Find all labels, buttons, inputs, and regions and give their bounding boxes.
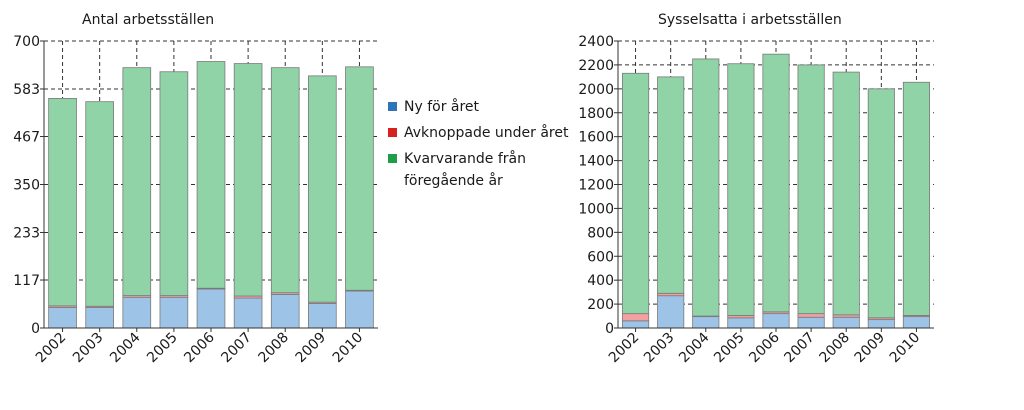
- y-tick-label: 233: [13, 225, 40, 241]
- bar-kvarvarande-2008: [832, 71, 860, 316]
- bar-ny-2010: [902, 316, 931, 329]
- x-tick-label: 2003: [70, 330, 107, 367]
- bar-ny-2007: [233, 297, 263, 329]
- legend-label: Avknoppade under året: [404, 125, 569, 141]
- x-tick-label: 2010: [330, 330, 367, 367]
- bar-kvarvarande-2005: [159, 71, 189, 297]
- x-tick-label: 2005: [144, 330, 181, 367]
- bar-kvarvarande-2006: [196, 61, 226, 289]
- y-tick-label: 350: [13, 178, 40, 194]
- y-tick-label: 1000: [578, 201, 614, 217]
- bar-ny-2008: [270, 293, 300, 329]
- x-tick-label: 2003: [641, 330, 678, 367]
- bar-kvarvarande-2006: [762, 53, 790, 313]
- x-tick-label: 2006: [746, 329, 783, 366]
- bar-kvarvarande-2008: [270, 67, 300, 294]
- bar-avknoppade-2002: [621, 313, 650, 322]
- x-tick-label: 2009: [293, 330, 330, 367]
- bar-ny-2005: [727, 317, 755, 329]
- y-tick-label: 2200: [578, 58, 614, 74]
- y-tick-label: 1400: [578, 154, 614, 170]
- legend-item-avknoppade: Avknoppade under året: [386, 122, 568, 144]
- y-tick-label: 700: [13, 34, 40, 50]
- bar-kvarvarande-2002: [621, 72, 650, 315]
- legend-item-ny: Ny för året: [386, 96, 568, 118]
- x-tick-label: 2006: [181, 329, 218, 366]
- bar-ny-2002: [621, 320, 650, 329]
- bar-ny-2002: [48, 307, 77, 329]
- legend-swatch-ny: [388, 102, 397, 111]
- x-tick-label: 2004: [676, 329, 713, 366]
- bar-ny-2003: [85, 307, 114, 329]
- y-tick-label: 1200: [578, 178, 614, 194]
- legend-label: Ny för året: [404, 99, 480, 115]
- x-tick-label: 2009: [852, 330, 889, 367]
- bar-ny-2010: [345, 290, 374, 329]
- y-tick-label: 2400: [578, 34, 614, 50]
- x-tick-label: 2010: [887, 330, 924, 367]
- bar-kvarvarande-2004: [122, 67, 152, 297]
- bar-ny-2006: [762, 313, 790, 329]
- bar-kvarvarande-2003: [657, 76, 685, 294]
- bar-kvarvarande-2009: [308, 75, 337, 303]
- bar-kvarvarande-2010: [345, 66, 374, 291]
- y-tick-label: 2000: [578, 82, 614, 98]
- bar-kvarvarande-2003: [85, 101, 114, 307]
- chart-antal-arbetsstallen: Antal arbetsställen 0 117 233 350 467 583 700 20…: [13, 12, 378, 366]
- y-tick-label: 583: [13, 82, 40, 98]
- legend: Ny för året Avknoppade under året Kvarva…: [386, 96, 568, 196]
- bar-avknoppade-2007: [797, 313, 825, 318]
- bar-ny-2008: [832, 316, 860, 329]
- y-tick-label: 800: [587, 225, 614, 241]
- chart-sysselsatta: Sysselsatta i arbetsställen 0 200 400 600 800…: [578, 12, 934, 366]
- legend-swatch-avknoppade: [388, 128, 397, 137]
- bar-ny-2009: [867, 319, 895, 329]
- bar-ny-2004: [692, 316, 720, 329]
- bar-ny-2006: [196, 288, 226, 329]
- bar-kvarvarande-2007: [797, 64, 825, 315]
- y-tick-label: 1600: [578, 130, 614, 146]
- bar-ny-2004: [122, 296, 152, 329]
- legend-item-kvarvarande: Kvarvarande från föregående år: [386, 148, 568, 192]
- bar-ny-2005: [159, 296, 189, 329]
- bar-kvarvarande-2002: [48, 98, 77, 307]
- y-tick-label: 200: [587, 297, 614, 313]
- bar-ny-2007: [797, 316, 825, 329]
- bar-kvarvarande-2004: [692, 58, 720, 317]
- bar-ny-2003: [657, 295, 685, 329]
- bar-ny-2009: [308, 302, 337, 329]
- legend-swatch-kvarvarande: [388, 154, 397, 163]
- chart-title: Sysselsatta i arbetsställen: [658, 12, 842, 28]
- x-tick-label: 2008: [817, 330, 854, 367]
- x-tick-label: 2007: [218, 330, 255, 367]
- y-tick-label: 0: [31, 321, 40, 337]
- bar-kvarvarande-2010: [902, 81, 931, 316]
- y-tick-label: 117: [13, 273, 40, 289]
- x-tick-label: 2005: [711, 330, 748, 367]
- bar-kvarvarande-2005: [727, 63, 755, 316]
- y-tick-label: 400: [587, 273, 614, 289]
- y-tick-label: 0: [605, 321, 614, 337]
- bar-kvarvarande-2009: [867, 88, 895, 319]
- y-tick-label: 1800: [578, 106, 614, 122]
- x-tick-label: 2008: [256, 330, 293, 367]
- x-tick-label: 2004: [107, 329, 144, 366]
- y-tick-label: 467: [13, 130, 40, 146]
- x-tick-label: 2007: [781, 330, 818, 367]
- chart-title: Antal arbetsställen: [82, 12, 214, 28]
- bar-kvarvarande-2007: [233, 63, 263, 297]
- y-tick-label: 600: [587, 249, 614, 265]
- legend-label: Kvarvarande från föregående år: [404, 151, 526, 189]
